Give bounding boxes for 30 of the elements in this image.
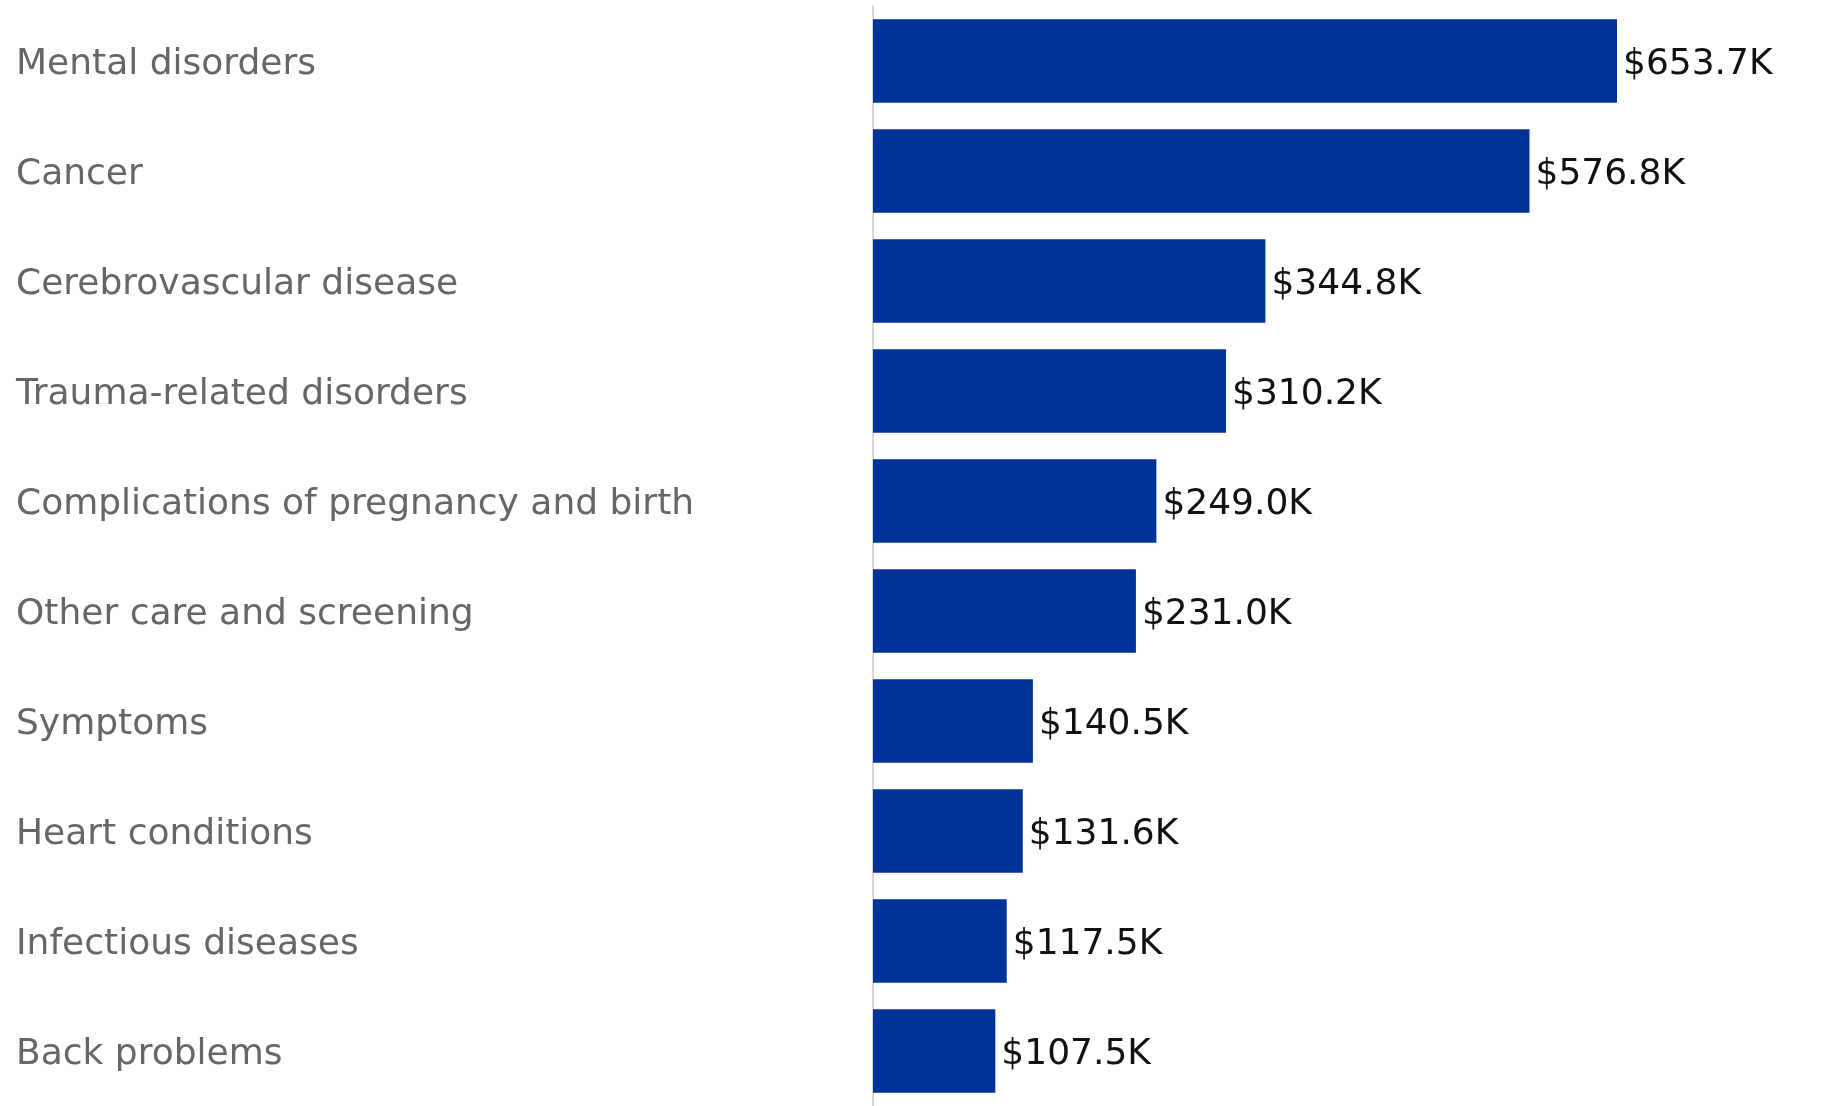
bar (873, 459, 1157, 543)
data-label: $344.8K (1271, 260, 1423, 302)
data-label: $107.5K (1001, 1030, 1153, 1072)
bar (873, 239, 1266, 323)
y-tick-label: Heart conditions (16, 810, 313, 852)
y-tick-label: Symptoms (16, 700, 209, 742)
data-label: $131.6K (1028, 810, 1180, 852)
y-tick-label: Back problems (16, 1030, 283, 1072)
data-label: $231.0K (1141, 590, 1293, 632)
data-label: $310.2K (1232, 370, 1384, 412)
data-label: $249.0K (1162, 480, 1314, 522)
bar (873, 349, 1227, 433)
bar (873, 899, 1007, 983)
data-label: $653.7K (1623, 40, 1774, 82)
bar (873, 19, 1617, 103)
y-tick-label: Trauma-related disorders (15, 370, 468, 412)
bar (873, 1009, 996, 1093)
data-label: $117.5K (1012, 920, 1164, 962)
data-label: $140.5K (1038, 700, 1190, 742)
y-tick-label: Infectious diseases (16, 920, 359, 962)
y-tick-label: Complications of pregnancy and birth (16, 480, 695, 522)
bar (873, 129, 1530, 213)
y-tick-label: Mental disorders (16, 40, 317, 82)
bar (873, 789, 1023, 873)
y-tick-label: Cancer (16, 150, 143, 192)
y-tick-label: Other care and screening (16, 590, 474, 632)
bar (873, 569, 1136, 653)
y-tick-label: Cerebrovascular disease (16, 260, 459, 302)
data-label: $576.8K (1535, 150, 1687, 192)
bar (873, 679, 1033, 763)
